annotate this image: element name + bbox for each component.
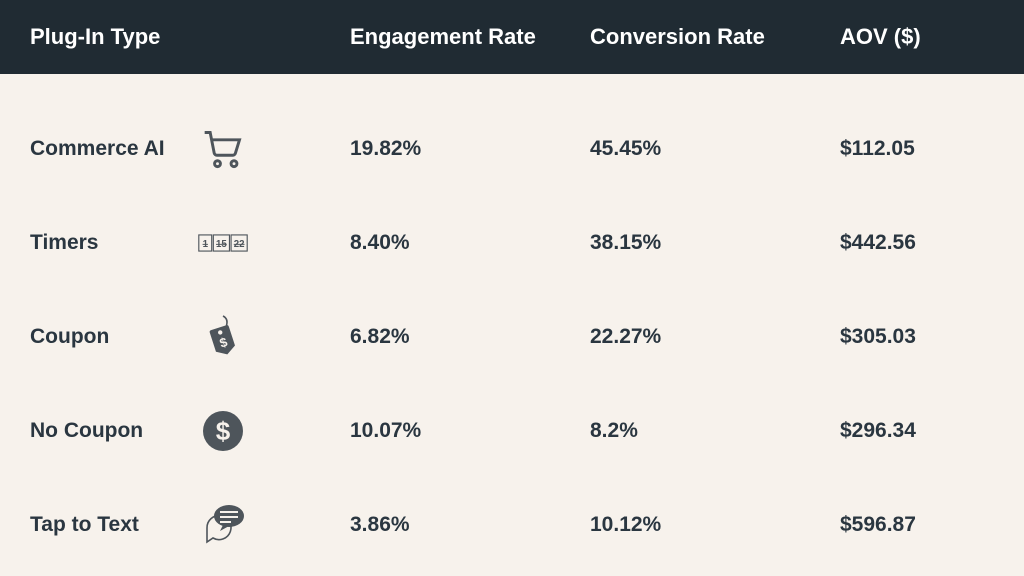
svg-text:$: $ [216, 416, 231, 446]
chat-icon [198, 500, 248, 550]
engagement-cell: 19.82% [350, 137, 590, 161]
plugin-cell-tap-to-text: Tap to Text [30, 500, 350, 550]
timer-icon: 1 15 22 [198, 218, 248, 268]
plugin-label: Timers [30, 231, 180, 255]
plugin-label: Coupon [30, 325, 180, 349]
plugin-cell-coupon: Coupon $ [30, 312, 350, 362]
col-header-conversion: Conversion Rate [590, 24, 840, 50]
svg-text:22: 22 [234, 239, 245, 250]
plugin-label: Tap to Text [30, 513, 180, 537]
engagement-cell: 3.86% [350, 513, 590, 537]
plugin-cell-timers: Timers 1 15 22 [30, 218, 350, 268]
col-header-plugin-type: Plug-In Type [30, 24, 350, 50]
conversion-cell: 45.45% [590, 137, 840, 161]
plugin-cell-no-coupon: No Coupon $ [30, 406, 350, 456]
aov-cell: $442.56 [840, 231, 994, 255]
plugin-label: No Coupon [30, 419, 180, 443]
price-tag-icon: $ [198, 312, 248, 362]
dollar-circle-icon: $ [198, 406, 248, 456]
conversion-cell: 22.27% [590, 325, 840, 349]
aov-cell: $596.87 [840, 513, 994, 537]
conversion-cell: 38.15% [590, 231, 840, 255]
col-header-aov: AOV ($) [840, 24, 994, 50]
svg-text:1: 1 [203, 239, 209, 250]
engagement-cell: 6.82% [350, 325, 590, 349]
table-row: No Coupon $ 10.07% 8.2% $296.34 [30, 384, 994, 478]
table-row: Timers 1 15 22 [30, 196, 994, 290]
col-header-engagement: Engagement Rate [350, 24, 590, 50]
svg-text:15: 15 [216, 239, 227, 250]
table-body: Commerce AI 19.82% 45.45% $112.05 Timers [0, 74, 1024, 572]
plugin-metrics-table: Plug-In Type Engagement Rate Conversion … [0, 0, 1024, 576]
plugin-cell-commerce-ai: Commerce AI [30, 124, 350, 174]
engagement-cell: 8.40% [350, 231, 590, 255]
table-row: Commerce AI 19.82% 45.45% $112.05 [30, 102, 994, 196]
table-row: Tap to Text 3.86% 10.12% [30, 478, 994, 572]
aov-cell: $305.03 [840, 325, 994, 349]
aov-cell: $296.34 [840, 419, 994, 443]
aov-cell: $112.05 [840, 137, 994, 161]
table-header-row: Plug-In Type Engagement Rate Conversion … [0, 0, 1024, 74]
table-row: Coupon $ 6.82% 22.27% $305.03 [30, 290, 994, 384]
plugin-label: Commerce AI [30, 137, 180, 161]
engagement-cell: 10.07% [350, 419, 590, 443]
shopping-cart-icon [198, 124, 248, 174]
conversion-cell: 8.2% [590, 419, 840, 443]
conversion-cell: 10.12% [590, 513, 840, 537]
